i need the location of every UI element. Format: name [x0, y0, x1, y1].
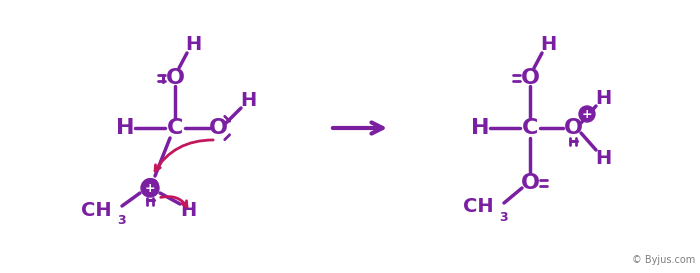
Text: H: H — [470, 118, 489, 138]
Text: O: O — [521, 173, 540, 193]
Text: H: H — [185, 35, 201, 55]
Text: O: O — [564, 118, 582, 138]
Text: H: H — [116, 118, 134, 138]
Text: CH: CH — [81, 200, 112, 219]
Text: H: H — [240, 91, 256, 109]
Text: C: C — [167, 118, 183, 138]
Text: +: + — [145, 182, 155, 194]
Circle shape — [579, 106, 595, 122]
Text: CH: CH — [463, 197, 494, 216]
Text: O: O — [209, 118, 228, 138]
Text: +: + — [582, 108, 592, 120]
Text: H: H — [180, 200, 196, 219]
Text: O: O — [521, 68, 540, 88]
Circle shape — [141, 179, 159, 197]
Text: H: H — [595, 88, 611, 108]
Text: 3: 3 — [500, 211, 508, 224]
Text: C: C — [522, 118, 538, 138]
Text: H: H — [595, 149, 611, 168]
Text: O: O — [141, 178, 160, 198]
Text: © Byjus.com: © Byjus.com — [631, 255, 695, 265]
Text: O: O — [165, 68, 185, 88]
Text: H: H — [540, 35, 556, 55]
Text: 3: 3 — [118, 214, 126, 227]
